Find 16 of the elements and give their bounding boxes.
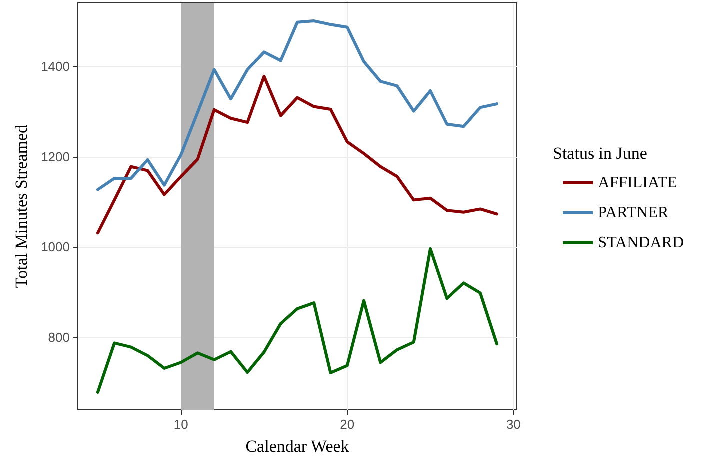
legend-label: AFFILIATE: [598, 174, 678, 192]
legend-label: STANDARD: [598, 234, 684, 252]
line-series: [96, 20, 499, 192]
line-series: [96, 247, 499, 394]
y-tick-label: 1000: [41, 240, 70, 255]
y-axis-title: Total Minutes Streamed: [12, 124, 31, 288]
line-series: [96, 75, 499, 235]
y-tick-label: 800: [48, 330, 70, 345]
x-tick-label: 30: [506, 417, 521, 432]
x-tick-label: 20: [340, 417, 355, 432]
x-tick-label: 10: [174, 417, 188, 432]
legend-title: Status in June: [553, 144, 648, 163]
y-tick-label: 1200: [41, 149, 70, 164]
legend-label: PARTNER: [598, 204, 669, 222]
y-tick-label: 1400: [41, 59, 70, 74]
x-axis-title: Calendar Week: [246, 437, 350, 456]
